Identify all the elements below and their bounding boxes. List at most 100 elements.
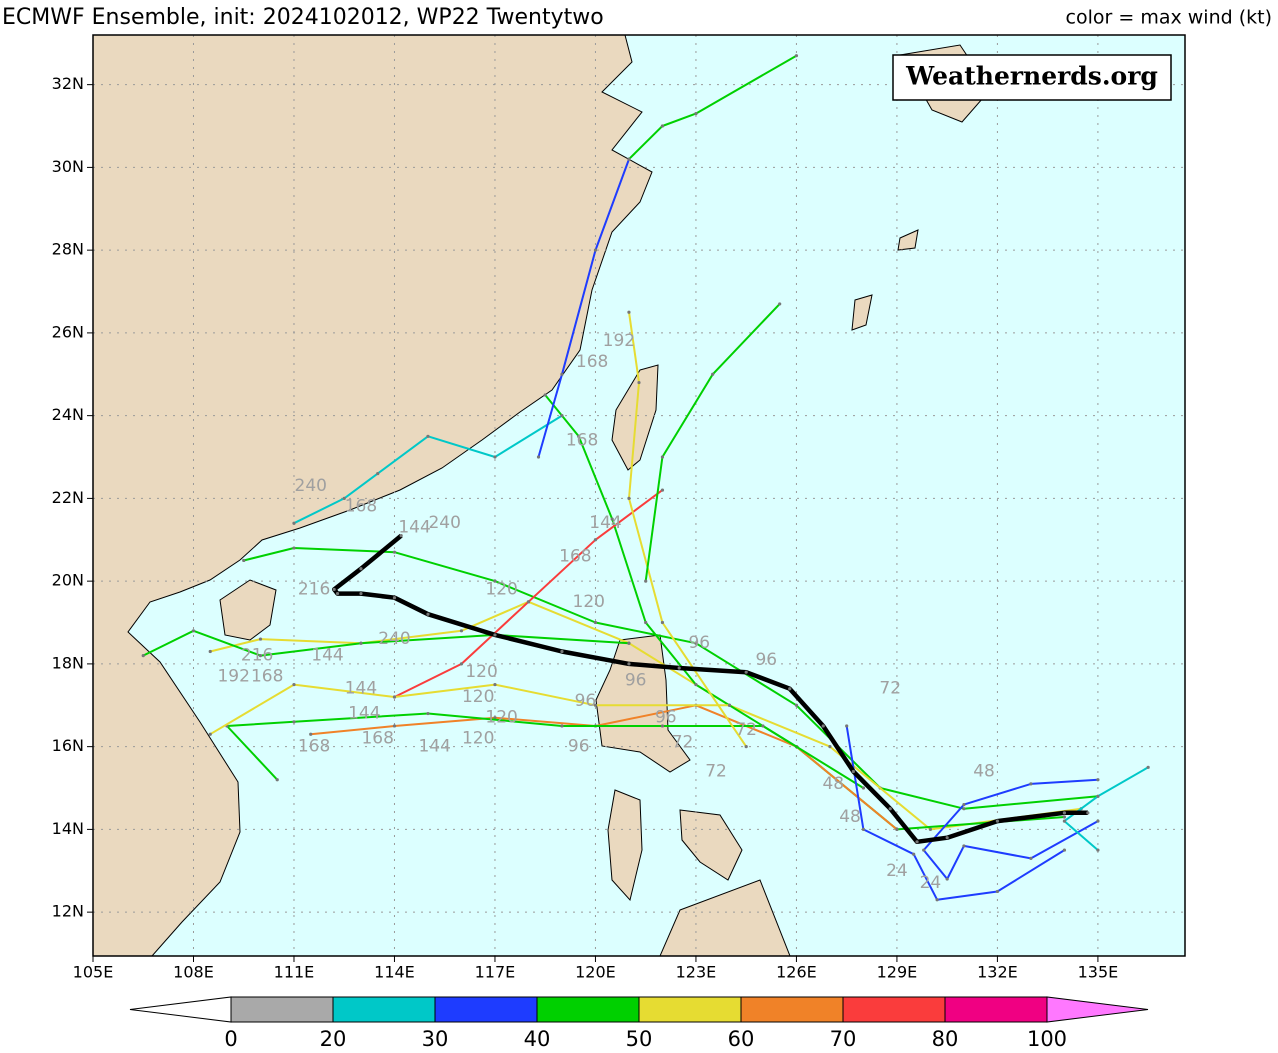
y-tick-label: 30N bbox=[52, 157, 84, 176]
y-tick-label: 20N bbox=[52, 571, 84, 590]
forecast-hour-label: 168 bbox=[576, 352, 608, 372]
ensemble-track bbox=[209, 600, 1082, 831]
track-point bbox=[399, 534, 403, 538]
forecast-hour-label: 48 bbox=[822, 774, 844, 794]
ensemble-track bbox=[644, 303, 781, 582]
colorbar-segment bbox=[536, 996, 640, 1023]
track-point bbox=[593, 248, 598, 252]
forecast-hour-label: 144 bbox=[418, 737, 450, 757]
track-point bbox=[694, 641, 698, 645]
track-point bbox=[560, 724, 564, 728]
forecast-hour-label: 168 bbox=[566, 430, 598, 450]
colorbar-segment bbox=[638, 996, 742, 1023]
track-point bbox=[359, 591, 363, 596]
y-tick-label: 28N bbox=[52, 240, 84, 259]
track-point bbox=[332, 587, 336, 592]
track-point bbox=[660, 488, 665, 492]
colorbar-label: 60 bbox=[728, 1027, 755, 1051]
forecast-hour-label: 72 bbox=[672, 733, 694, 753]
y-tick-label: 26N bbox=[52, 322, 84, 341]
colorbar-segment bbox=[944, 996, 1048, 1023]
track-point bbox=[694, 682, 698, 687]
forecast-hour-label: 96 bbox=[625, 670, 647, 690]
ensemble-track bbox=[142, 629, 630, 657]
track-point bbox=[191, 629, 196, 633]
y-tick-label: 32N bbox=[52, 74, 84, 93]
track-point bbox=[242, 558, 246, 563]
y-tick-label: 14N bbox=[52, 819, 84, 838]
x-tick-label: 132E bbox=[977, 963, 1018, 982]
ensemble-track bbox=[845, 725, 1065, 901]
forecast-hour-label: 120 bbox=[485, 579, 517, 599]
plot-frame bbox=[92, 34, 1186, 957]
track-point bbox=[292, 546, 296, 550]
x-tick-label: 126E bbox=[776, 963, 817, 982]
forecast-hour-label: 216 bbox=[241, 646, 273, 666]
track-point bbox=[610, 517, 614, 521]
track-point bbox=[627, 641, 631, 645]
track-point bbox=[861, 786, 866, 790]
track-point bbox=[593, 703, 598, 707]
x-tick-label: 129E bbox=[877, 963, 918, 982]
ensemble-track bbox=[1063, 766, 1149, 851]
track-point bbox=[845, 724, 849, 728]
track-point bbox=[560, 372, 564, 376]
track-point bbox=[392, 550, 397, 554]
watermark-box bbox=[892, 54, 1172, 101]
forecast-hour-label: 24 bbox=[886, 861, 908, 881]
track-point bbox=[660, 620, 665, 625]
track-point bbox=[1096, 778, 1100, 782]
track-point bbox=[851, 769, 855, 774]
track-point bbox=[258, 637, 263, 641]
track-point bbox=[1096, 819, 1100, 823]
track-point bbox=[392, 695, 397, 699]
track-point bbox=[778, 302, 782, 306]
forecast-hour-label: 144 bbox=[589, 513, 621, 533]
track-point bbox=[644, 579, 648, 583]
forecast-hour-label: 24 bbox=[920, 873, 942, 893]
track-point bbox=[376, 471, 380, 476]
track-point bbox=[459, 662, 464, 666]
hainan bbox=[219, 579, 277, 641]
y-tick-label: 16N bbox=[52, 736, 84, 755]
track-point bbox=[995, 889, 1000, 894]
colorbar-segment bbox=[332, 996, 436, 1023]
forecast-hour-label: 144 bbox=[398, 517, 430, 537]
track-point bbox=[309, 732, 313, 736]
colorbar-segment bbox=[230, 996, 334, 1023]
track-point bbox=[1062, 819, 1067, 823]
track-point bbox=[828, 745, 832, 749]
track-point bbox=[493, 455, 497, 459]
y-tick-label: 22N bbox=[52, 488, 84, 507]
colorbar-label: 0 bbox=[224, 1027, 237, 1051]
track-point bbox=[915, 840, 919, 844]
forecast-hour-label: 240 bbox=[295, 476, 327, 496]
track-point bbox=[644, 620, 648, 625]
track-point bbox=[627, 496, 631, 500]
colorbar-label: 70 bbox=[830, 1027, 857, 1051]
track-point bbox=[1062, 811, 1067, 815]
forecast-hour-label: 168 bbox=[361, 728, 393, 748]
track-point bbox=[660, 455, 665, 459]
track-point bbox=[1146, 765, 1150, 769]
track-point bbox=[935, 898, 939, 902]
mindoro bbox=[607, 789, 643, 902]
track-point bbox=[761, 724, 765, 728]
track-point bbox=[593, 620, 598, 625]
forecast-hour-label: 240 bbox=[428, 513, 460, 533]
forecast-hour-label: 192 bbox=[217, 666, 249, 686]
track-point bbox=[945, 836, 949, 840]
track-point bbox=[1062, 848, 1067, 852]
forecast-hour-label: 192 bbox=[603, 331, 635, 351]
track-point bbox=[788, 687, 792, 691]
track-point bbox=[392, 596, 397, 600]
ensemble-track bbox=[293, 414, 563, 525]
forecast-hour-label: 168 bbox=[251, 666, 283, 686]
colorbar-label: 50 bbox=[626, 1027, 653, 1051]
track-point bbox=[962, 844, 966, 848]
colorbar-segment bbox=[740, 996, 844, 1023]
track-point bbox=[1029, 782, 1033, 786]
y-tick-label: 24N bbox=[52, 405, 84, 424]
track-point bbox=[292, 521, 296, 525]
